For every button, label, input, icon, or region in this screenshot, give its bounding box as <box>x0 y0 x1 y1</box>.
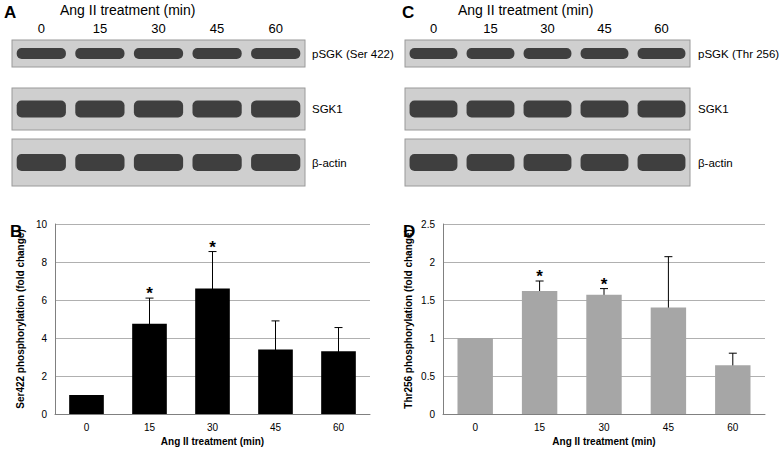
svg-text:β-actin: β-actin <box>312 157 347 169</box>
svg-text:1.5: 1.5 <box>421 295 435 306</box>
svg-text:1: 1 <box>429 333 435 344</box>
svg-text:Ang II treatment (min): Ang II treatment (min) <box>60 2 195 18</box>
svg-text:2: 2 <box>429 257 435 268</box>
svg-text:30: 30 <box>151 21 165 36</box>
svg-text:2.5: 2.5 <box>421 219 435 230</box>
svg-text:45: 45 <box>597 21 611 36</box>
svg-text:Ang II treatment (min): Ang II treatment (min) <box>161 436 264 447</box>
svg-text:0: 0 <box>430 21 437 36</box>
svg-text:60: 60 <box>727 422 739 433</box>
svg-text:Ang II treatment (min): Ang II treatment (min) <box>458 2 593 18</box>
svg-text:15: 15 <box>483 21 497 36</box>
svg-text:A: A <box>4 3 16 22</box>
svg-text:Ang II treatment (min): Ang II treatment (min) <box>552 436 655 447</box>
svg-text:45: 45 <box>663 422 675 433</box>
svg-text:SGK1: SGK1 <box>698 103 729 115</box>
svg-text:60: 60 <box>654 21 668 36</box>
svg-text:0.5: 0.5 <box>421 371 435 382</box>
svg-text:Ser422 phosphorylation (fold c: Ser422 phosphorylation (fold change) <box>15 229 26 408</box>
svg-text:15: 15 <box>144 422 156 433</box>
svg-text:β-actin: β-actin <box>698 157 733 169</box>
svg-text:SGK1: SGK1 <box>312 103 343 115</box>
svg-text:*: * <box>209 238 216 257</box>
svg-text:0: 0 <box>41 409 47 420</box>
svg-text:45: 45 <box>270 422 282 433</box>
svg-text:30: 30 <box>540 21 554 36</box>
svg-text:C: C <box>402 3 414 22</box>
svg-text:30: 30 <box>207 422 219 433</box>
svg-text:B: B <box>10 222 22 241</box>
svg-text:*: * <box>536 267 543 286</box>
svg-text:2: 2 <box>41 371 47 382</box>
svg-text:60: 60 <box>268 21 282 36</box>
svg-text:45: 45 <box>210 21 224 36</box>
svg-text:0: 0 <box>84 422 90 433</box>
svg-text:8: 8 <box>41 257 47 268</box>
svg-text:pSGK (Ser 422): pSGK (Ser 422) <box>312 48 394 60</box>
svg-text:0: 0 <box>429 409 435 420</box>
svg-text:10: 10 <box>36 219 48 230</box>
svg-text:15: 15 <box>534 422 546 433</box>
svg-text:4: 4 <box>41 333 47 344</box>
svg-text:30: 30 <box>598 422 610 433</box>
svg-text:*: * <box>146 284 153 303</box>
svg-text:pSGK (Thr 256): pSGK (Thr 256) <box>698 48 779 60</box>
svg-text:60: 60 <box>333 422 345 433</box>
svg-text:0: 0 <box>472 422 478 433</box>
svg-text:15: 15 <box>93 21 107 36</box>
svg-text:*: * <box>601 275 608 294</box>
svg-text:Thr256 phosphorylation (fold c: Thr256 phosphorylation (fold change) <box>403 229 414 408</box>
svg-text:D: D <box>403 222 415 241</box>
svg-text:0: 0 <box>38 21 45 36</box>
svg-text:6: 6 <box>41 295 47 306</box>
